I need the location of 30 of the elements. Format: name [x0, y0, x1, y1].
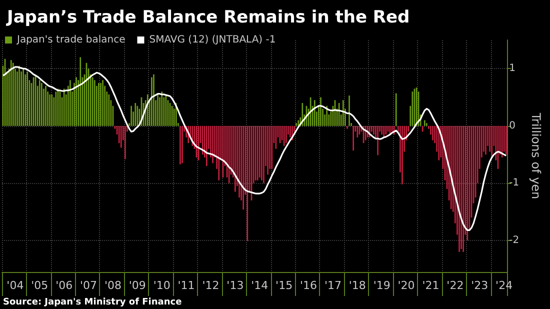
y-axis-title: Trillions of yen — [529, 112, 543, 200]
x-tick-label: '07 — [80, 279, 98, 292]
x-tick-label: '12 — [202, 279, 220, 292]
x-tick-label: '19 — [373, 279, 390, 292]
x-tick-label: '23 — [471, 279, 488, 292]
x-tick-label: '08 — [104, 279, 122, 292]
x-tick-label: '10 — [153, 279, 170, 292]
x-tick-label: '20 — [398, 279, 415, 292]
source-note: Source: Japan's Ministry of Finance — [3, 298, 182, 308]
y-tick-label: -2 — [509, 234, 520, 246]
x-tick-label: '16 — [300, 279, 318, 292]
y-tick-label: 1 — [509, 63, 516, 74]
x-tick-label: '13 — [226, 279, 244, 292]
x-tick-label: '04 — [6, 279, 24, 292]
x-tick-label: '22 — [446, 279, 464, 292]
y-tick-label: -1 — [509, 178, 520, 189]
line-series — [2, 66, 507, 231]
x-tick-label: '09 — [128, 279, 146, 292]
y-tick-label: 0 — [509, 120, 516, 132]
x-tick-label: '06 — [56, 279, 73, 292]
x-tick-label: '17 — [324, 279, 342, 292]
x-tick-label: '15 — [276, 279, 293, 292]
x-tick-label: '18 — [348, 279, 366, 292]
x-tick-label: '21 — [422, 279, 440, 292]
legend-label: SMAVG (12) (JNTBALA) -1 — [149, 34, 276, 46]
x-tick-label: '14 — [251, 279, 268, 292]
chart-title: Japan’s Trade Balance Remains in the Red — [6, 8, 410, 28]
legend-label: Japan's trade balance — [16, 34, 126, 46]
x-tick-label: '05 — [31, 279, 48, 292]
x-tick-label: '11 — [178, 279, 195, 292]
